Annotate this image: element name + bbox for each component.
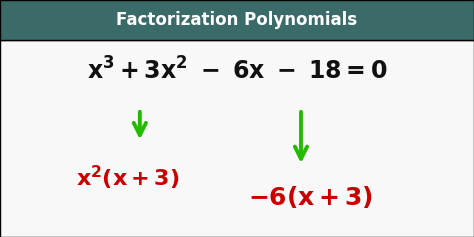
FancyBboxPatch shape — [0, 40, 474, 237]
Text: $\mathbf{-6(x + 3)}$: $\mathbf{-6(x + 3)}$ — [248, 184, 373, 210]
Text: Factorization Polynomials: Factorization Polynomials — [117, 11, 357, 29]
FancyBboxPatch shape — [0, 0, 474, 40]
Text: $\mathbf{x^3 + 3x^2 \ - \ 6x \ - \ 18 = 0}$: $\mathbf{x^3 + 3x^2 \ - \ 6x \ - \ 18 = … — [87, 58, 387, 85]
Text: $\mathbf{x^2(x + 3)}$: $\mathbf{x^2(x + 3)}$ — [76, 164, 180, 192]
